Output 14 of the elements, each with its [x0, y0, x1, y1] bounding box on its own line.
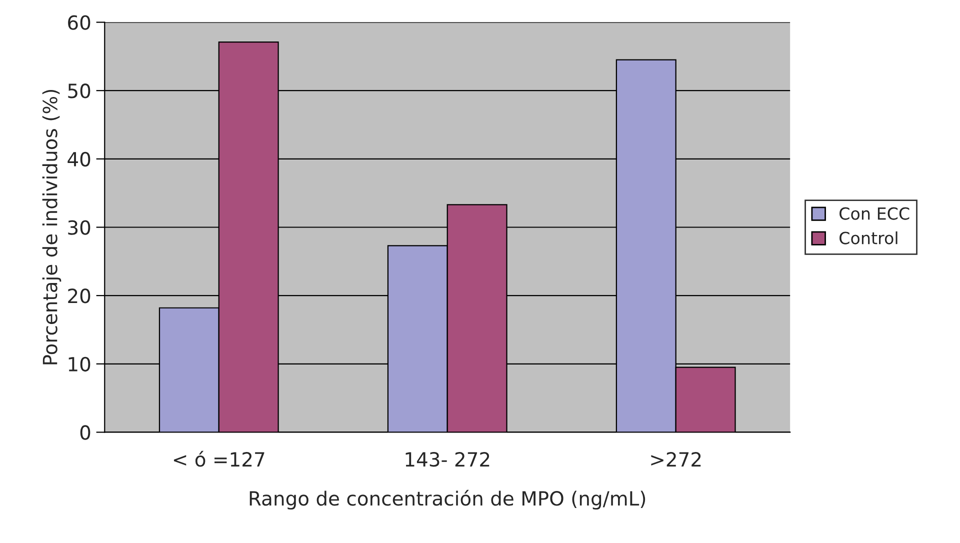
- y-tick-label: 50: [68, 84, 90, 98]
- y-tick-label: 60: [68, 15, 90, 30]
- legend-label: Control: [840, 231, 898, 244]
- y-tick-label: 0: [80, 425, 90, 440]
- y-axis-title: Porcentaje de individuos (%): [42, 90, 62, 364]
- x-tick-label: 143- 272: [406, 452, 490, 467]
- legend-label: Con ECC: [840, 207, 910, 220]
- y-tick-label: 10: [68, 356, 90, 372]
- y-tick-label: 40: [68, 152, 90, 167]
- x-tick-label: < ó =127: [174, 450, 264, 467]
- x-axis-title: Rango de concentración de MPO (ng/mL): [250, 490, 646, 510]
- y-tick-label: 20: [68, 288, 90, 304]
- y-tick-label: 30: [68, 220, 90, 235]
- x-tick-label: >272: [651, 452, 701, 466]
